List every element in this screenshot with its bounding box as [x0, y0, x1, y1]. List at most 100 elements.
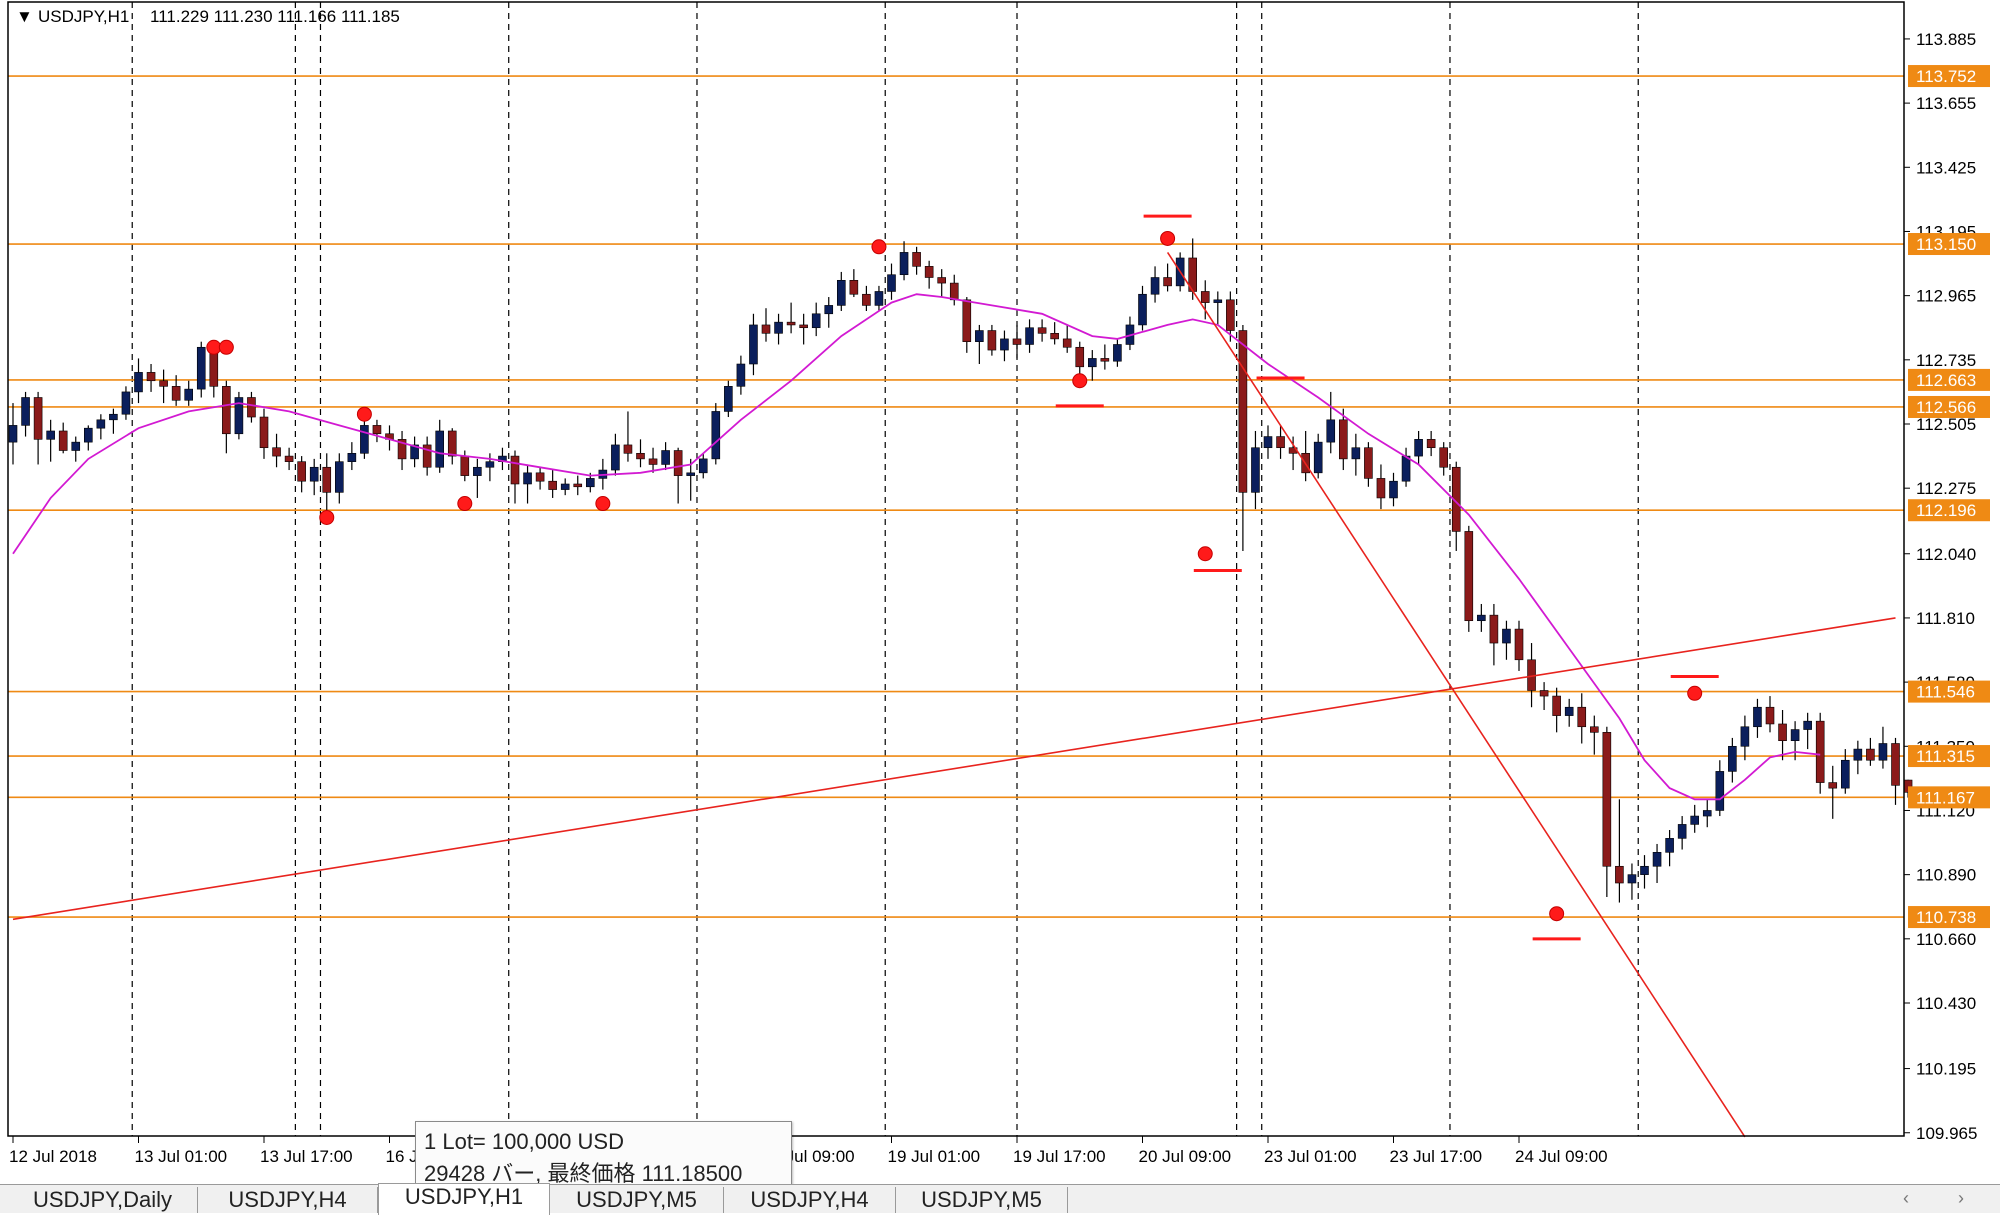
candle-bull [1878, 743, 1888, 761]
candle-bear [422, 444, 432, 468]
tab-label: USDJPY,Daily [33, 1187, 172, 1212]
header-marker-icon[interactable]: ▼ [16, 7, 33, 26]
level-price-label: 111.167 [1916, 788, 1975, 807]
pivot-dot [319, 509, 335, 525]
candle-bear [1050, 333, 1059, 340]
price-tick-label: 110.660 [1916, 930, 1976, 949]
tab-usdjpy-h4[interactable]: USDJPY,H4 [198, 1187, 378, 1213]
candle-bear [1828, 782, 1838, 789]
level-price-label: 112.566 [1916, 398, 1976, 417]
candle-bull [1803, 720, 1812, 730]
candle-bear [648, 458, 658, 465]
pivot-dot [1687, 685, 1703, 701]
pivot-dot [1197, 546, 1213, 562]
candle-bull [686, 472, 696, 476]
candle-bear [1364, 447, 1373, 479]
time-tick-label: 23 Jul 17:00 [1390, 1147, 1483, 1166]
level-price-label: 112.663 [1916, 371, 1976, 390]
candle-bull [1213, 299, 1223, 303]
candle-bear [786, 321, 796, 326]
symbol-label: USDJPY,H1 [38, 7, 129, 26]
candle-bull [84, 427, 93, 443]
candle-bear [272, 447, 281, 457]
level-price-label: 112.196 [1916, 501, 1976, 520]
price-tick-label: 112.965 [1916, 287, 1976, 306]
pivot-dot [218, 339, 234, 355]
candle-bull [1640, 865, 1649, 875]
candle-bear [510, 455, 520, 485]
candle-bull [1150, 277, 1160, 295]
candle-bear [460, 455, 470, 476]
candle-bull [874, 291, 884, 306]
candle-bear [673, 450, 683, 476]
tab-scroll-arrows-icon[interactable]: ‹ › [1903, 1188, 1986, 1208]
candle-bear [924, 266, 934, 278]
candle-bear [1778, 723, 1787, 742]
candle-bull [347, 452, 357, 462]
candle-bear [1866, 748, 1875, 761]
candle-bull [1088, 358, 1097, 368]
tab-label: USDJPY,M5 [921, 1187, 1042, 1212]
candle-bull [560, 483, 570, 490]
candle-bear [159, 380, 168, 387]
price-chart[interactable]: 113.885113.655113.425113.195112.965112.7… [0, 0, 2000, 1184]
level-price-label: 110.738 [1916, 908, 1976, 927]
candle-bull [1025, 327, 1034, 345]
candle-bear [1552, 695, 1561, 716]
time-tick-label: 13 Jul 17:00 [260, 1147, 353, 1166]
candle-bull [1702, 810, 1712, 817]
pivot-dot [595, 496, 611, 512]
level-price-box [1908, 499, 1990, 522]
tab-usdjpy-m5-2[interactable]: USDJPY,M5 [896, 1187, 1068, 1213]
candle-bull [811, 313, 821, 329]
candle-bull [1000, 338, 1009, 351]
candle-bull [611, 444, 620, 471]
tab-label: USDJPY,H4 [750, 1187, 869, 1212]
candle-bear [58, 430, 68, 451]
candle-bear [623, 444, 633, 454]
candle-bull [1627, 874, 1637, 884]
candle-bear [912, 252, 921, 267]
level-price-box [1908, 368, 1990, 391]
plot-frame [7, 1, 1905, 1137]
tab-usdjpy-h1[interactable]: USDJPY,H1 [378, 1183, 550, 1215]
candle-bear [987, 330, 997, 351]
candle-bear [1489, 614, 1499, 644]
level-price-label: 111.546 [1916, 683, 1975, 702]
candle-bear [761, 324, 771, 334]
level-price-box [1908, 745, 1990, 768]
candle-bull [334, 461, 344, 493]
pivot-dot [1160, 230, 1176, 246]
time-tick-label: 13 Jul 01:00 [135, 1147, 228, 1166]
tab-usdjpy-m5[interactable]: USDJPY,M5 [550, 1187, 724, 1213]
pivot-dot [356, 406, 372, 422]
price-tick-label: 110.430 [1916, 994, 1976, 1013]
candle-bear [1514, 628, 1524, 661]
tab-label: USDJPY,H4 [228, 1187, 347, 1212]
candle-bear [1376, 478, 1386, 499]
candle-bear [146, 372, 156, 382]
candle-bull [711, 411, 721, 460]
candle-bull [71, 441, 81, 451]
tab-usdjpy-daily[interactable]: USDJPY,Daily [8, 1187, 198, 1213]
tab-usdjpy-h4-2[interactable]: USDJPY,H4 [724, 1187, 896, 1213]
lot-tooltip: 1 Lot= 100,000 USD 29428 バー, 最終価格 111.18… [415, 1121, 792, 1194]
tab-label: USDJPY,M5 [576, 1187, 697, 1212]
candle-bear [1539, 690, 1549, 697]
candle-bull [1313, 441, 1323, 474]
price-tick-label: 112.040 [1916, 545, 1976, 564]
candle-bull [109, 413, 118, 421]
candle-bull [724, 386, 733, 412]
candle-bull [234, 397, 244, 435]
candle-bull [698, 458, 708, 474]
candle-bull [1251, 447, 1260, 493]
level-price-box [1908, 680, 1990, 703]
candle-bull [1502, 628, 1511, 644]
candle-bull [1477, 614, 1486, 622]
price-tick-label: 111.810 [1916, 609, 1975, 628]
candle-bear [1163, 277, 1172, 287]
time-tick-label: 12 Jul 2018 [9, 1147, 97, 1166]
candle-bear [1226, 299, 1235, 331]
candle-bear [1012, 338, 1022, 345]
candle-bear [447, 430, 457, 457]
